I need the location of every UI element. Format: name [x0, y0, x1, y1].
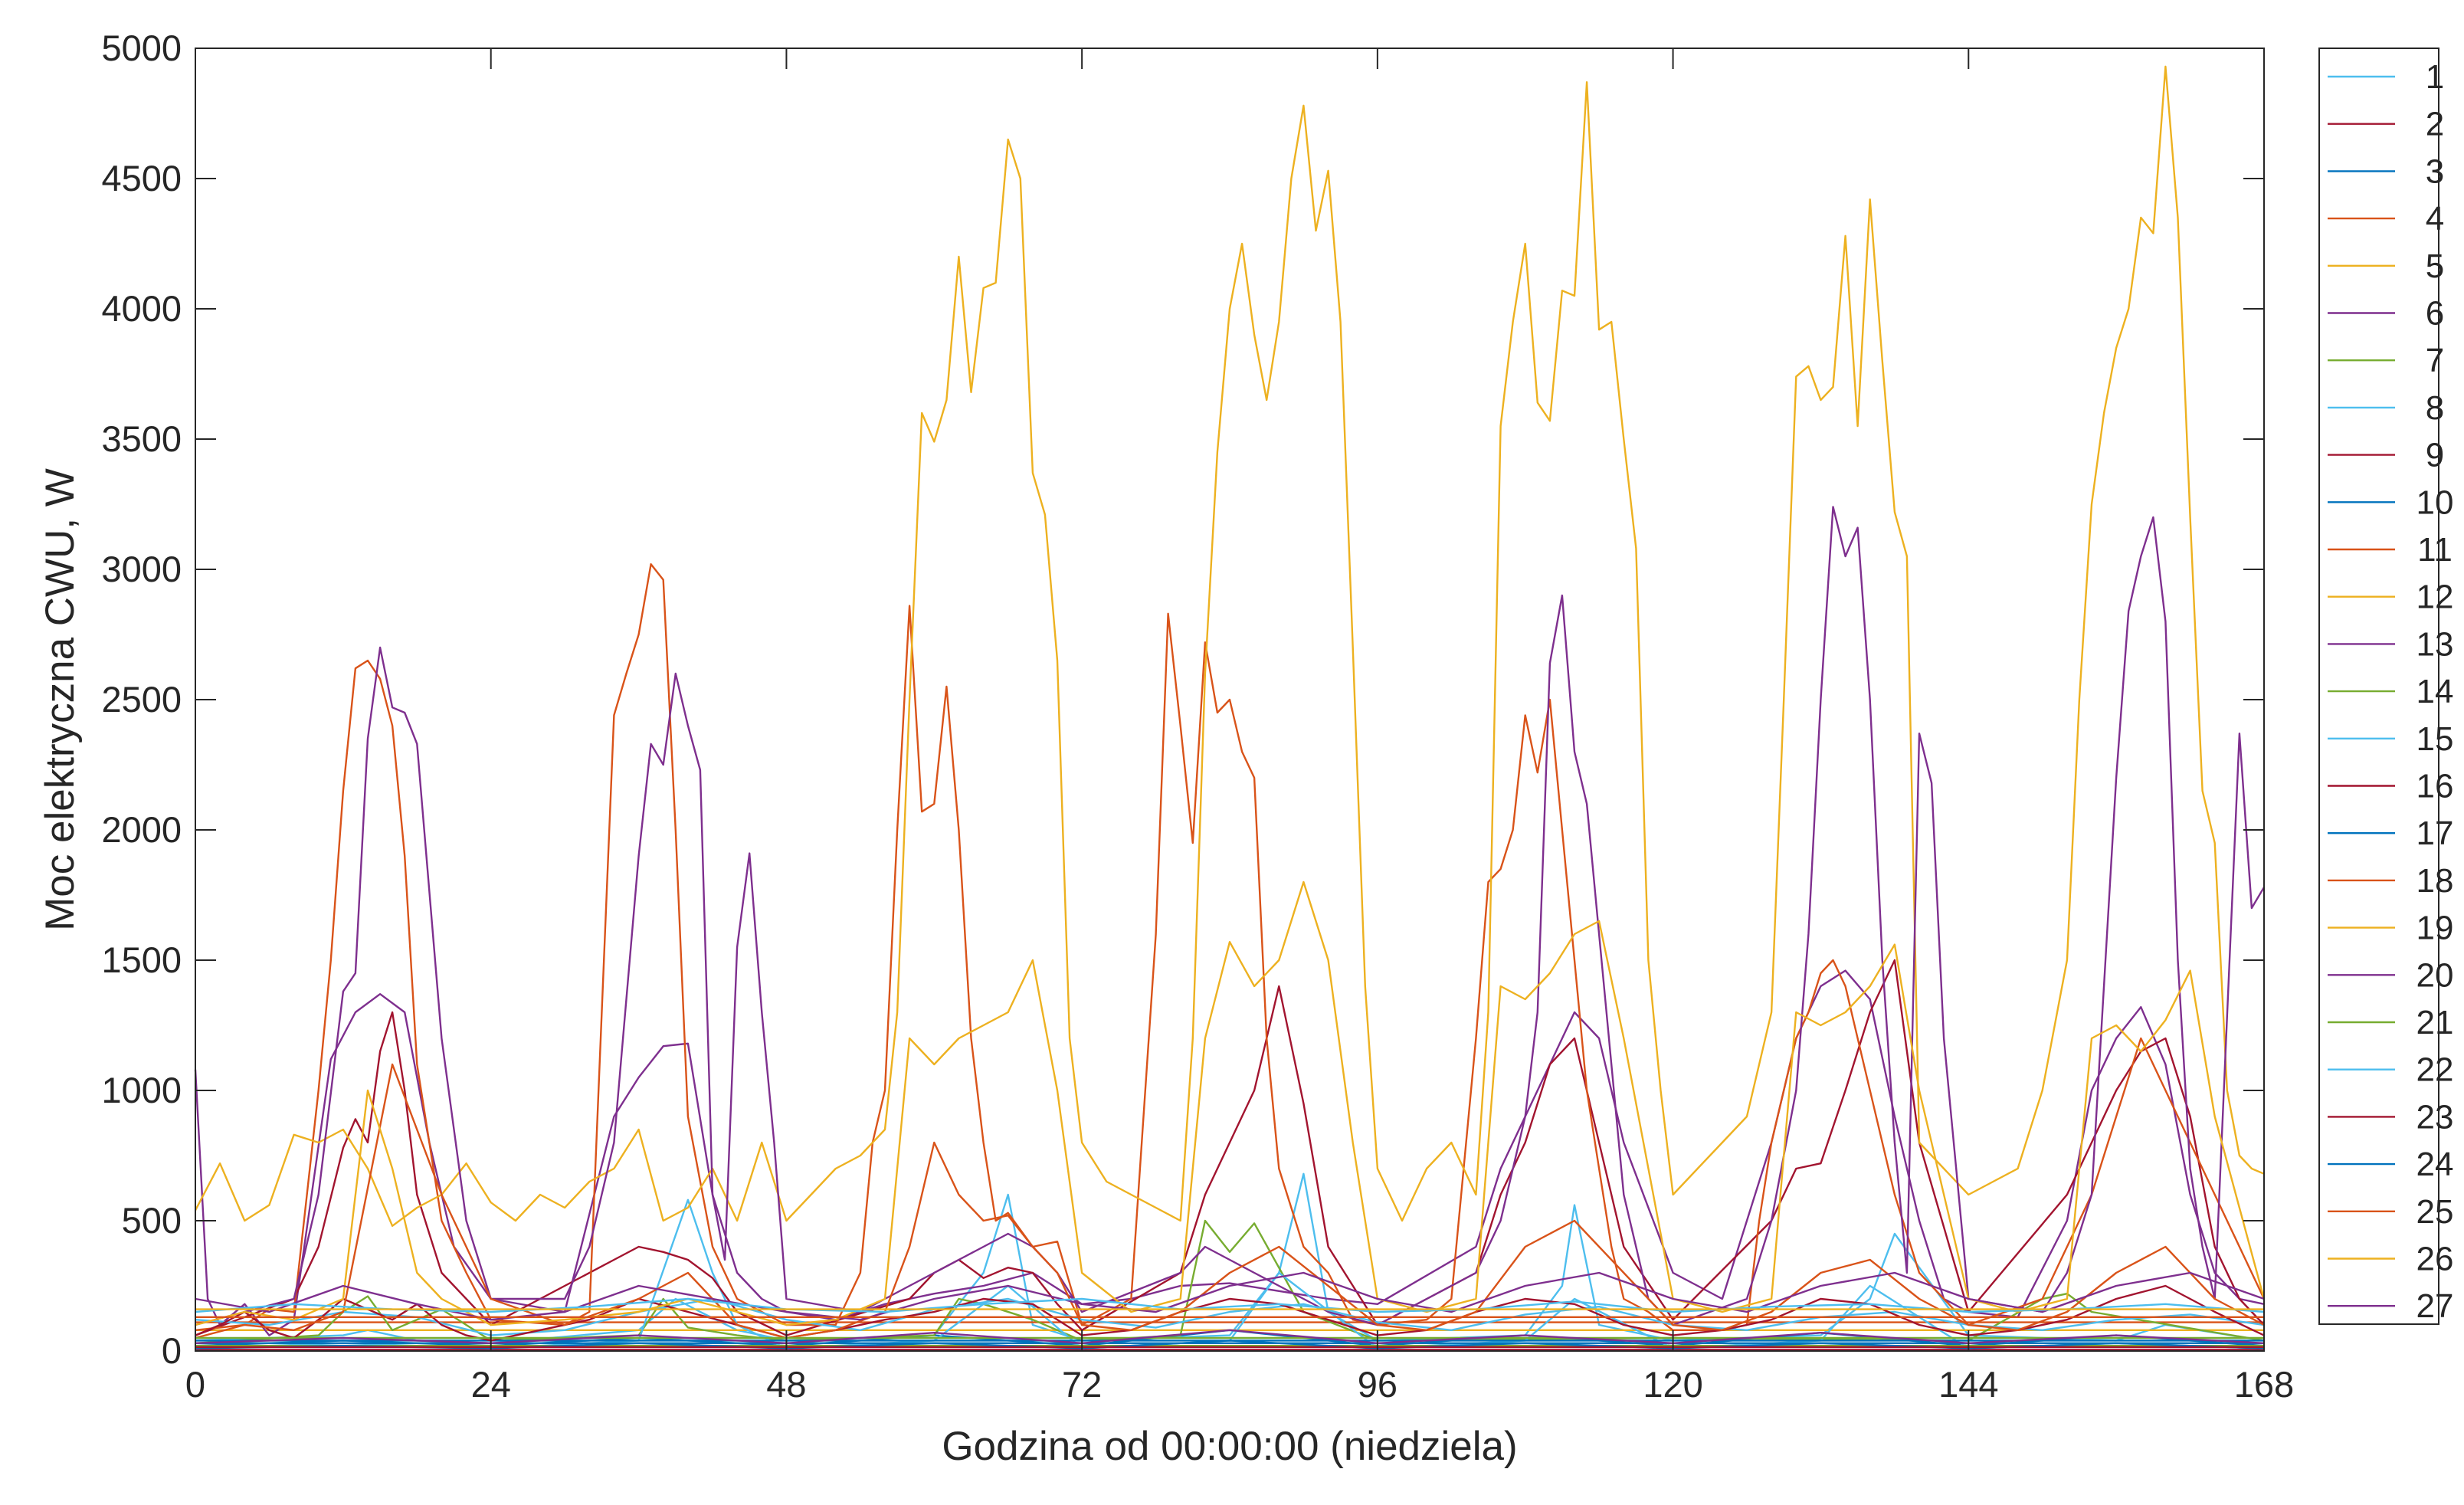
legend-label-20: 20 [2416, 956, 2454, 994]
legend-label-15: 15 [2416, 720, 2454, 758]
legend-label-18: 18 [2416, 862, 2454, 900]
y-axis-label: Moc elektryczna CWU, W [38, 468, 83, 931]
series-line-18 [195, 1063, 2265, 1339]
y-tick-label: 3000 [101, 549, 182, 589]
y-axis: 0 500 1000 1500 2000 2500 3000 3500 4000 4500 5000 [101, 28, 2264, 1371]
legend-label-6: 6 [2426, 295, 2444, 333]
y-tick-label: 3500 [101, 418, 182, 459]
legend-label-8: 8 [2426, 389, 2444, 427]
legend-label-4: 4 [2426, 200, 2444, 238]
series-line-13 [195, 506, 2266, 1326]
y-tick-label: 2000 [101, 809, 182, 850]
y-tick-label: 1500 [101, 939, 182, 980]
legend-label-13: 13 [2416, 625, 2454, 663]
legend: 1234567891011121314151617181920212223242… [2318, 48, 2453, 1325]
y-tick-label: 500 [122, 1200, 182, 1241]
legend-label-19: 19 [2416, 910, 2454, 947]
x-tick-label: 0 [185, 1364, 205, 1405]
series-layer [194, 65, 2266, 1351]
y-tick-label: 4000 [101, 288, 182, 329]
legend-label-21: 21 [2416, 1004, 2454, 1041]
legend-label-14: 14 [2416, 673, 2454, 710]
legend-label-3: 3 [2426, 152, 2444, 190]
legend-label-26: 26 [2416, 1241, 2454, 1278]
series-line-19 [195, 880, 2266, 1326]
legend-label-27: 27 [2416, 1287, 2454, 1325]
legend-label-9: 9 [2426, 437, 2444, 474]
x-axis-label: Godzina od 00:00:00 (niedziela) [942, 1424, 1517, 1469]
legend-label-5: 5 [2426, 248, 2444, 285]
legend-label-12: 12 [2416, 579, 2454, 616]
series-line-27 [195, 1329, 2265, 1345]
legend-label-10: 10 [2416, 484, 2454, 521]
series-line-9 [195, 959, 2265, 1336]
x-tick-label: 72 [1062, 1364, 1102, 1405]
legend-label-24: 24 [2416, 1146, 2454, 1183]
x-axis: 0 24 48 72 96 120 144 168 [185, 48, 2294, 1405]
series-line-11 [195, 563, 2266, 1332]
legend-label-2: 2 [2426, 106, 2444, 143]
y-tick-label: 1000 [101, 1070, 182, 1110]
legend-label-7: 7 [2426, 342, 2444, 379]
x-tick-label: 48 [766, 1364, 806, 1405]
legend-label-17: 17 [2416, 815, 2454, 852]
legend-items: 1234567891011121314151617181920212223242… [2328, 58, 2453, 1325]
x-tick-label: 144 [1938, 1364, 1998, 1405]
y-tick-label: 5000 [101, 28, 182, 68]
legend-label-22: 22 [2416, 1051, 2454, 1089]
legend-label-23: 23 [2416, 1098, 2454, 1136]
series-line-20 [195, 1271, 2265, 1321]
series-line-12 [194, 65, 2265, 1228]
x-tick-label: 24 [471, 1364, 511, 1405]
legend-label-25: 25 [2416, 1193, 2454, 1231]
x-tick-label: 120 [1643, 1364, 1702, 1405]
legend-box [2318, 48, 2439, 1325]
legend-label-16: 16 [2416, 768, 2454, 805]
x-tick-label: 168 [2234, 1364, 2294, 1405]
y-tick-label: 0 [162, 1330, 182, 1371]
x-tick-label: 96 [1358, 1364, 1397, 1405]
legend-label-11: 11 [2417, 531, 2453, 569]
y-tick-label: 2500 [101, 679, 182, 720]
legend-label-1: 1 [2426, 58, 2444, 96]
y-tick-label: 4500 [101, 158, 182, 198]
